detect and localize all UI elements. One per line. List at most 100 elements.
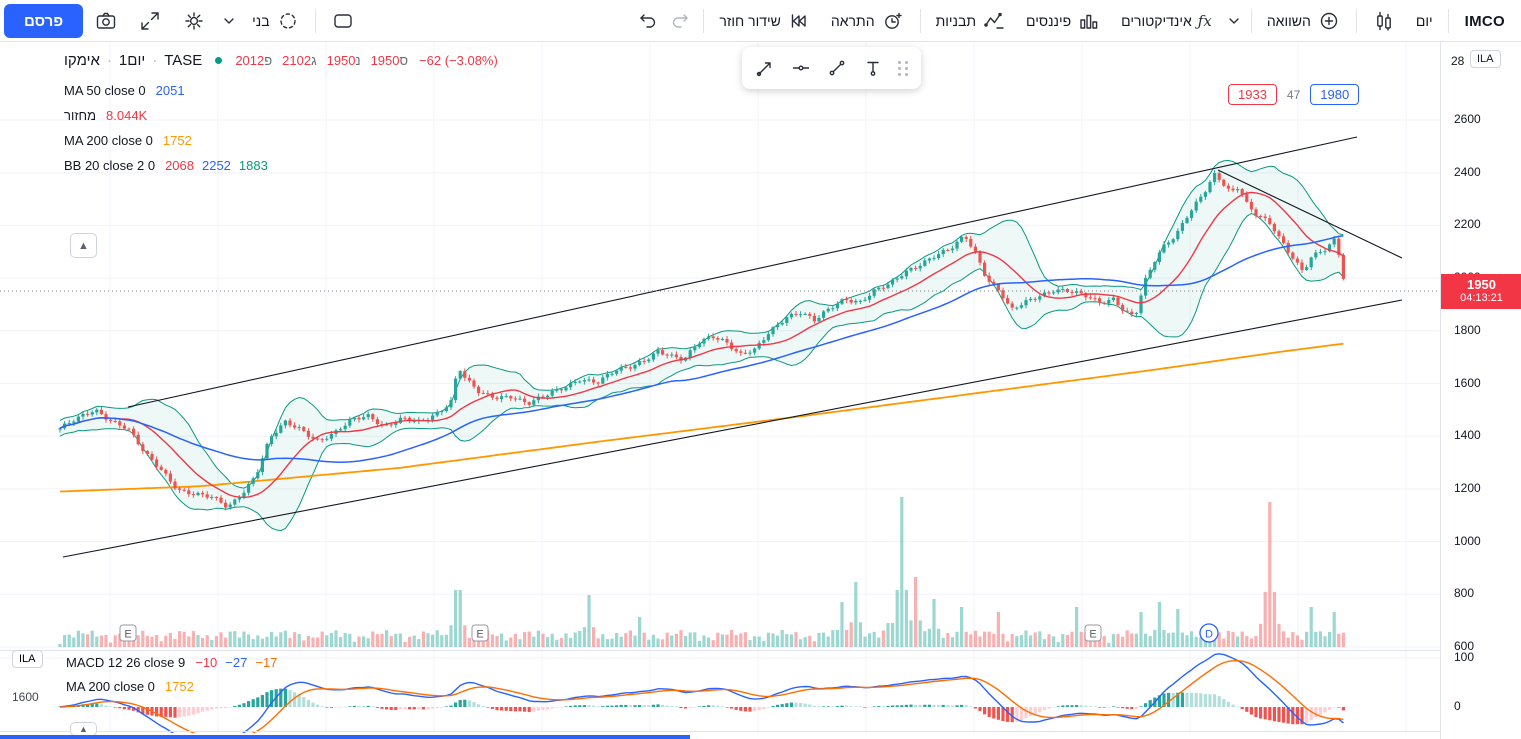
indicator-value: 1752 [164,679,194,694]
bottom-currency-button[interactable]: ILA [12,650,43,668]
financials-label: פיננסים [1026,13,1072,29]
trend-line-tool[interactable] [820,51,854,85]
indicators-label: אינדיקטורים [1121,13,1192,29]
exchange-name[interactable]: TASE [164,52,203,69]
fullscreen-button[interactable] [129,4,171,38]
axis-tick: 1200 [1454,480,1481,495]
svg-text:E: E [476,629,483,641]
camera-icon [94,9,118,33]
alarm-clock-plus-icon [881,9,905,33]
replay-rewind-icon [787,9,811,33]
indicator-row[interactable]: MA 50 close 0 2051 [64,83,498,98]
indicator-row[interactable]: מחזור 8.044K [64,108,498,123]
indicator-value: −10 [195,655,218,670]
indicator-row[interactable]: BB 20 close 2 0 2068 2252 1883 [64,158,498,173]
rectangle-layout-icon [331,9,355,33]
alert-tag-red[interactable]: 1933 [1228,84,1277,105]
macd-legend: MACD 12 26 close 9 −10 −27 −17 MA 200 close … [66,655,277,694]
vertical-line-tool[interactable] [856,51,890,85]
currency-toggle-button[interactable]: ILA [1470,50,1501,68]
alert-count: 47 [1286,87,1301,102]
templates-label: תבניות [935,13,977,29]
toolbar-right-group: IMCO יום השוואה אינדיקטורים ƒx פיננסים ת… [631,0,1515,42]
undo-arrow-icon [635,9,659,33]
macd-axis-tick: 100 [1454,650,1475,664]
redo-button[interactable] [665,4,697,38]
fullscreen-icon [138,9,162,33]
indicator-row[interactable]: MA 200 close 0 1752 [64,133,498,148]
symbol-title-row[interactable]: אימקו · 1יום · TASE פ2012 ג2102 נ1950 ס1950… [64,52,498,69]
alert-label: התראה [830,13,875,29]
toolbar-separator [1250,9,1252,33]
toolbar-separator [703,9,705,33]
undo-button[interactable] [631,4,663,38]
interval-value[interactable]: 1יום [118,52,146,69]
gear-icon [182,9,206,33]
indicators-dropdown-button[interactable] [1223,4,1245,38]
indicator-name: MA 200 close 0 [66,679,155,694]
pane-collapse-button[interactable]: ▲ [70,722,97,736]
indicator-name: MA 50 close 0 [64,83,146,98]
chevron-down-icon [1226,13,1242,29]
indicator-value: 2252 [201,158,231,173]
fx-icon: ƒx [1197,12,1212,30]
legend-separator: · [152,52,158,69]
indicator-legend-rows: MA 50 close 0 2051 מחזור 8.044K MA 200 close… [64,83,498,173]
layout-select-button[interactable] [322,4,364,38]
trend-arrow-tool[interactable] [748,51,782,85]
settings-button[interactable] [173,4,215,38]
ohlc-item: פ2012 [235,53,273,68]
toolbar-drag-handle[interactable] [892,60,915,76]
indicator-value: −27 [225,655,248,670]
financials-button[interactable]: פיננסים [1017,4,1110,38]
indicator-row[interactable]: MA 200 close 0 1752 [66,679,277,694]
legend-collapse-button[interactable]: ▲ [70,233,97,258]
interval-button[interactable]: יום [1407,4,1442,38]
ohlc-item: ג2102 [282,53,317,68]
screenshot-button[interactable] [85,4,127,38]
toolbar-separator [1447,9,1449,33]
layout-name: בני [252,13,270,29]
toolbar-separator [919,9,921,33]
redo-arrow-icon [669,9,693,33]
axis-tick: 600 [1454,639,1475,653]
ohlc-item: ס1950 [370,53,409,68]
macd-axis-tick: 0 [1454,699,1461,713]
bottom-left-value: 1600 [12,690,39,704]
indicator-row[interactable]: MACD 12 26 close 9 −10 −27 −17 [66,655,277,670]
indicators-button[interactable]: אינדיקטורים ƒx [1112,4,1221,38]
axis-tick: 2600 [1454,112,1481,126]
toolbar-left-group: פרסם בני [4,0,364,42]
circle-plus-icon [1317,9,1341,33]
interval-label: יום [1415,13,1433,29]
cloud-save-icon [276,9,300,33]
alert-price-tags: 1933 47 1980 [1228,84,1360,105]
price-axis[interactable]: 28 ILA 1950 04:13:21 2600240022002000180… [1440,42,1521,739]
horizontal-line-tool[interactable] [784,51,818,85]
compare-button[interactable]: השוואה [1258,4,1350,38]
ohlc-item: −62 (−3.08%) [419,53,498,68]
publish-button[interactable]: פרסם [4,4,84,38]
bottom-scroll-indicator[interactable] [0,735,690,739]
settings-dropdown-button[interactable] [217,4,241,38]
alert-button[interactable]: התראה [822,4,914,38]
legend-separator: · [106,52,112,69]
indicator-value: 8.044K [106,108,148,123]
symbol-name[interactable]: אימקו [64,52,100,69]
axis-tick: 1600 [1454,375,1481,390]
indicator-value: 1883 [238,158,268,173]
app-logo[interactable]: IMCO [1464,12,1505,30]
templates-button[interactable]: תבניות [927,4,1015,38]
replay-button[interactable]: שידור חוזר [710,4,819,38]
alert-tag-blue[interactable]: 1980 [1310,84,1360,105]
toolbar-separator [314,9,316,33]
ohlc-item: נ1950 [326,53,361,68]
chart-type-button[interactable] [1363,4,1405,38]
pane-separator[interactable] [0,650,1521,651]
axis-tick: 2200 [1454,217,1481,232]
top-toolbar: פרסם בני IMCO יום השוואה [0,0,1521,42]
layout-button[interactable]: בני [243,4,308,38]
toolbar-separator [1355,9,1357,33]
countdown-timer: 04:13:21 [1460,292,1503,305]
